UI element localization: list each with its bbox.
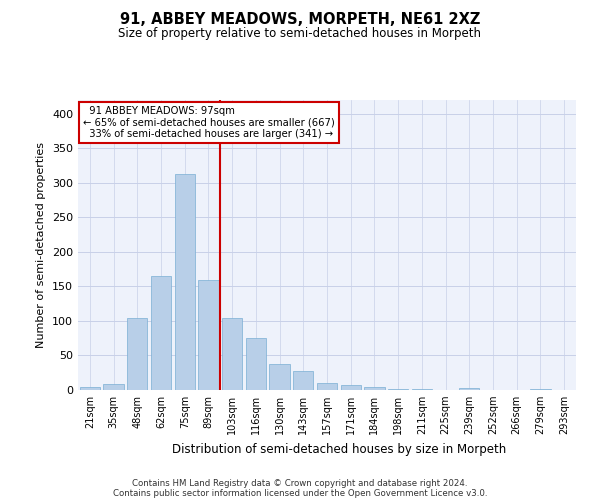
Bar bbox=[175, 174, 195, 390]
Bar bbox=[199, 280, 218, 390]
Text: 91 ABBEY MEADOWS: 97sqm
← 65% of semi-detached houses are smaller (667)
  33% of: 91 ABBEY MEADOWS: 97sqm ← 65% of semi-de… bbox=[83, 106, 335, 139]
Text: Distribution of semi-detached houses by size in Morpeth: Distribution of semi-detached houses by … bbox=[172, 442, 506, 456]
Y-axis label: Number of semi-detached properties: Number of semi-detached properties bbox=[37, 142, 46, 348]
Bar bbox=[341, 385, 361, 390]
Bar bbox=[151, 276, 171, 390]
Text: Contains public sector information licensed under the Open Government Licence v3: Contains public sector information licen… bbox=[113, 488, 487, 498]
Text: 91, ABBEY MEADOWS, MORPETH, NE61 2XZ: 91, ABBEY MEADOWS, MORPETH, NE61 2XZ bbox=[120, 12, 480, 28]
Bar bbox=[388, 388, 408, 390]
Bar bbox=[222, 318, 242, 390]
Bar bbox=[293, 372, 313, 390]
Bar bbox=[127, 318, 148, 390]
Text: Size of property relative to semi-detached houses in Morpeth: Size of property relative to semi-detach… bbox=[119, 28, 482, 40]
Bar bbox=[317, 383, 337, 390]
Bar bbox=[80, 386, 100, 390]
Text: Contains HM Land Registry data © Crown copyright and database right 2024.: Contains HM Land Registry data © Crown c… bbox=[132, 478, 468, 488]
Bar bbox=[364, 387, 385, 390]
Bar bbox=[459, 388, 479, 390]
Bar bbox=[246, 338, 266, 390]
Bar bbox=[269, 364, 290, 390]
Bar bbox=[103, 384, 124, 390]
